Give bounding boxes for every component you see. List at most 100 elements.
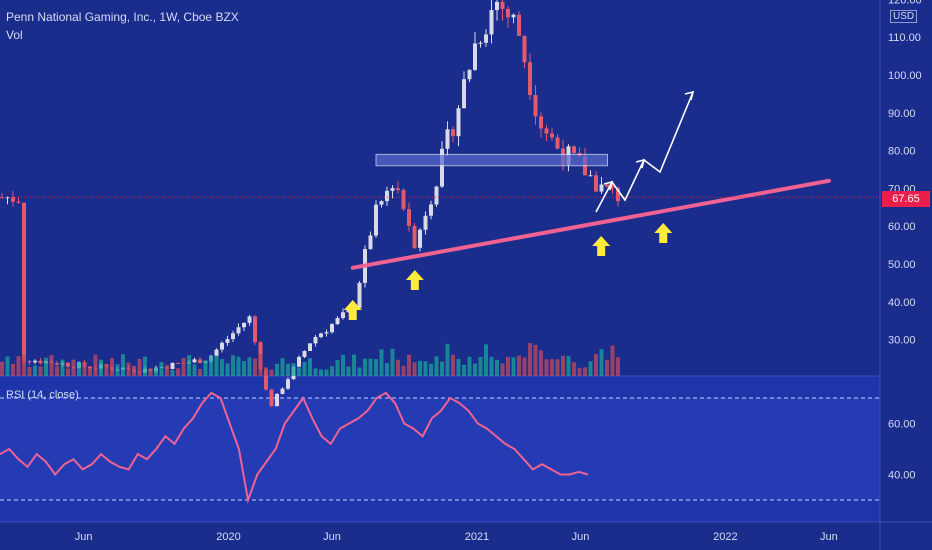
volume-bar <box>104 364 109 376</box>
volume-bar <box>126 362 131 376</box>
candle-body <box>330 324 334 333</box>
volume-bar <box>0 361 4 376</box>
candle-body <box>346 309 351 313</box>
volume-bar <box>550 358 554 376</box>
candle-body <box>286 379 290 389</box>
candle-body <box>264 369 268 390</box>
candle-body <box>522 35 527 63</box>
x-tick-label: 2021 <box>465 531 489 543</box>
volume-bar <box>594 353 598 376</box>
candle-body <box>605 184 609 187</box>
volume-bar <box>93 354 98 376</box>
volume-bar <box>225 363 230 376</box>
candle-body <box>588 175 593 177</box>
volume-bar <box>484 344 488 376</box>
trendline <box>350 178 831 270</box>
volume-bar <box>539 350 543 376</box>
candle-body <box>528 62 532 96</box>
projection-arrowhead <box>684 90 695 101</box>
rsi-band <box>0 398 880 500</box>
candle-body <box>616 187 620 202</box>
volume-bar <box>319 369 323 376</box>
support-arrow <box>343 300 362 320</box>
volume-bar <box>423 361 428 376</box>
volume-bar <box>572 362 576 376</box>
volume-bar <box>451 354 455 376</box>
volume-bar <box>434 356 439 376</box>
candle-body <box>335 318 340 325</box>
volume-bar <box>396 359 400 376</box>
volume-bar <box>121 354 125 376</box>
volume-bar <box>88 367 92 376</box>
volume-bar <box>258 354 263 376</box>
volume-bar <box>132 365 136 376</box>
volume-bar <box>22 354 26 376</box>
volume-bar <box>385 362 389 376</box>
candle-body <box>214 349 219 356</box>
support-arrow <box>654 223 673 243</box>
currency-label[interactable]: USD <box>890 10 918 23</box>
volume-bar <box>495 359 499 376</box>
candle-body <box>401 190 406 210</box>
candle-body <box>500 1 505 9</box>
volume-bar <box>203 360 208 376</box>
volume-bar <box>599 349 604 376</box>
volume-bar <box>467 356 472 376</box>
volume-bar <box>286 363 290 376</box>
volume-bar <box>407 354 411 376</box>
volume-bar <box>429 363 433 376</box>
candle-body <box>572 146 576 154</box>
volume-bar <box>66 368 70 376</box>
volume-bar <box>390 348 395 376</box>
candle-body <box>407 209 411 226</box>
volume-bar <box>357 367 362 376</box>
candle-body <box>38 360 43 364</box>
volume-bar <box>236 356 241 376</box>
volume-bar <box>500 363 505 376</box>
volume-bar <box>82 362 87 376</box>
volume-bar <box>335 359 340 376</box>
candle-body <box>324 332 329 334</box>
y-tick-label: 100.00 <box>888 70 922 82</box>
volume-bar <box>110 358 114 376</box>
volume-bar <box>27 366 32 376</box>
x-tick-label: Jun <box>820 531 838 543</box>
volume-bar <box>181 357 186 376</box>
candle-body <box>456 108 461 137</box>
candle-body <box>385 190 389 202</box>
last-price-tag: 67.65 <box>882 191 930 207</box>
volume-bar <box>115 364 120 376</box>
volume-bar <box>478 356 483 376</box>
volume-bar <box>242 361 246 376</box>
y-tick-label: 90.00 <box>888 108 916 120</box>
candle-body <box>478 42 483 44</box>
candle-body <box>5 197 10 199</box>
volume-bar <box>71 359 76 376</box>
y-tick-label: 80.00 <box>888 146 916 158</box>
candle-body <box>423 215 428 230</box>
candle-body <box>66 362 70 367</box>
volume-bar <box>176 368 180 376</box>
candle-body <box>220 342 224 350</box>
candle-body <box>495 1 499 11</box>
volume-bar <box>368 358 373 376</box>
volume-bar <box>99 359 103 376</box>
candle-body <box>0 197 4 199</box>
resistance-zone <box>375 153 609 167</box>
candle-body <box>539 116 543 129</box>
x-tick-label: Jun <box>75 531 93 543</box>
candle-body <box>429 204 433 216</box>
volume-bar <box>231 355 235 376</box>
support-arrow <box>405 270 424 290</box>
candle-body <box>170 362 175 369</box>
volume-bar <box>456 359 461 376</box>
candle-body <box>396 188 400 191</box>
candle-body <box>297 356 301 367</box>
volume-bar <box>566 355 571 376</box>
y-tick-label: 30.00 <box>888 335 916 347</box>
candle-body <box>236 327 241 334</box>
x-tick-label: 2020 <box>216 531 240 543</box>
volume-bar <box>154 367 158 376</box>
